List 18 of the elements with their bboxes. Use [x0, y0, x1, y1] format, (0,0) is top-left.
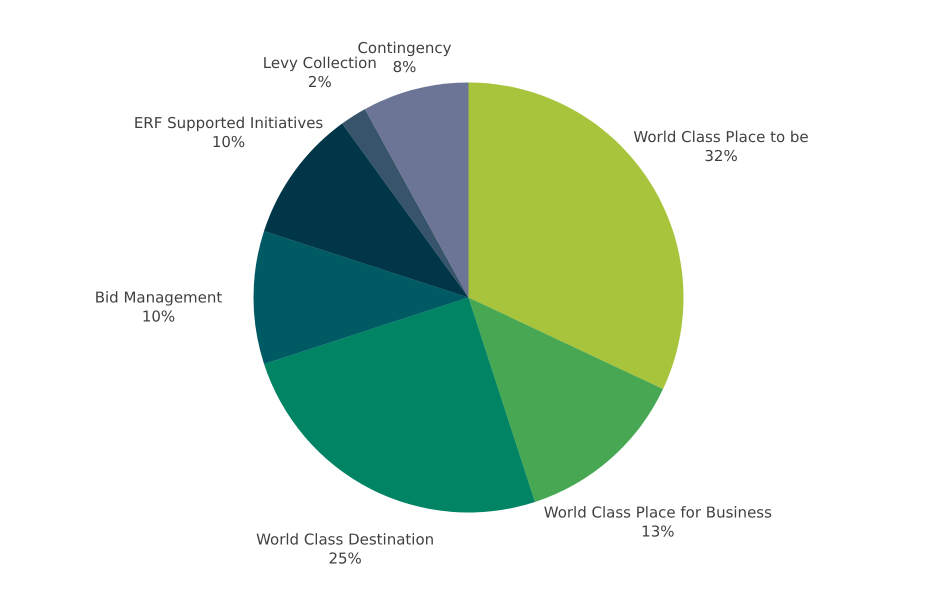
pie-slice: [468, 298, 664, 502]
slice-label: ERF Supported Initiatives: [134, 114, 324, 132]
data-label: 13%: [641, 522, 674, 540]
pie-slice: [468, 82, 684, 390]
data-label: 32%: [704, 147, 738, 166]
slice-label: World Class Place for Business: [544, 503, 772, 522]
data-label: 2%: [308, 73, 332, 92]
slice-label: Bid Management: [94, 288, 222, 306]
data-label: 25%: [328, 550, 362, 568]
data-label: 10%: [212, 133, 246, 152]
data-label: 8%: [392, 58, 416, 76]
pie-slice: [342, 109, 468, 298]
data-label: 10%: [142, 308, 176, 326]
slice-label: World Class Destination: [256, 530, 434, 549]
pie-slice: [254, 231, 468, 364]
slice-label: World Class Place to be: [633, 128, 809, 146]
pie-slice: [264, 298, 535, 512]
pie-slice: [364, 82, 468, 298]
